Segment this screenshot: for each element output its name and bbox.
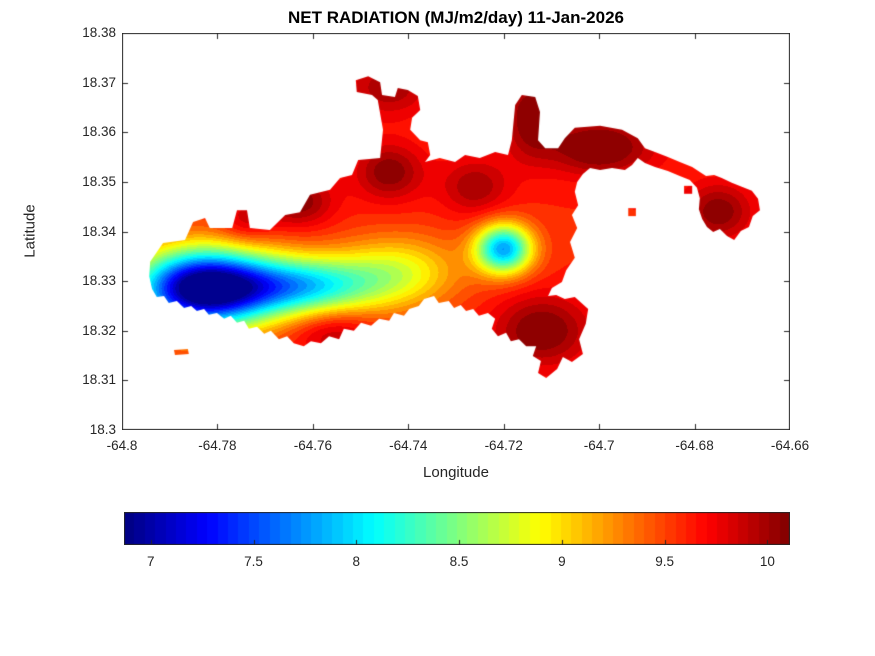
x-tick-label: -64.7	[583, 438, 615, 453]
y-axis-label: Latitude	[21, 204, 39, 258]
y-tick-label: 18.32	[82, 322, 116, 338]
x-tick-label: -64.72	[484, 438, 523, 453]
x-tick-label: -64.66	[770, 438, 810, 453]
x-tick-label: -64.78	[198, 438, 237, 453]
x-tick-label: -64.68	[675, 438, 714, 453]
colorbar-tick-label: 7.5	[244, 554, 263, 569]
x-tick-label: -64.76	[293, 438, 332, 453]
y-tick-label: 18.35	[82, 173, 116, 189]
y-tick-label: 18.33	[82, 273, 116, 289]
y-tick-label: 18.36	[82, 124, 116, 140]
x-tick-label: -64.8	[106, 438, 138, 453]
colorbar-tick-label: 9.5	[655, 554, 674, 569]
colorbar-tick-label: 8.5	[449, 554, 469, 569]
y-tick-label: 18.3	[89, 422, 116, 437]
y-tick-label: 18.34	[82, 223, 116, 239]
y-tick-label: 18.38	[82, 25, 116, 40]
chart-title: NET RADIATION (MJ/m2/day) 11-Jan-2026	[288, 8, 624, 27]
colorbar-tick-label: 7	[146, 554, 155, 569]
colorbar-tick-label: 8	[352, 554, 361, 569]
y-tick-label: 18.31	[82, 372, 116, 388]
colorbar-canvas	[124, 512, 790, 545]
x-tick-label: -64.74	[389, 438, 428, 453]
x-axis-label: Longitude	[423, 464, 489, 481]
y-tick-label: 18.37	[82, 74, 116, 90]
colorbar-tick-label: 10	[759, 554, 775, 569]
colorbar-tick-label: 9	[558, 554, 566, 569]
map-canvas	[122, 33, 790, 430]
